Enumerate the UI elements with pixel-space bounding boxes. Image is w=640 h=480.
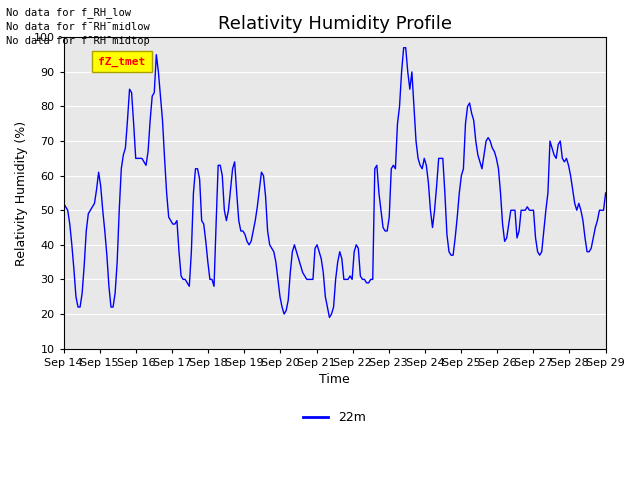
Text: No data for f¯RH¯midlow: No data for f¯RH¯midlow: [6, 22, 150, 32]
Text: No data for f_RH_low: No data for f_RH_low: [6, 7, 131, 18]
Title: Relativity Humidity Profile: Relativity Humidity Profile: [218, 15, 452, 33]
X-axis label: Time: Time: [319, 373, 350, 386]
Text: fZ_tmet: fZ_tmet: [98, 56, 145, 67]
Y-axis label: Relativity Humidity (%): Relativity Humidity (%): [15, 120, 28, 265]
Text: No data for f¯RH¯midtop: No data for f¯RH¯midtop: [6, 36, 150, 46]
Legend: 22m: 22m: [298, 407, 371, 430]
